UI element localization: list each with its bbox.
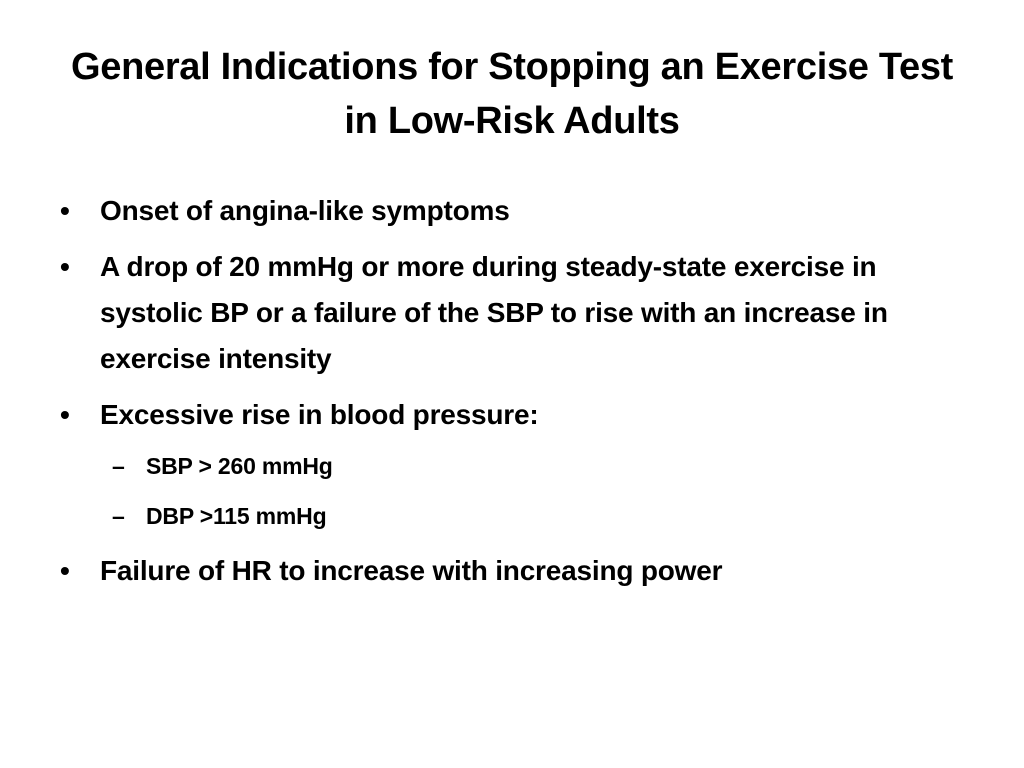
sub-bullet-list: – SBP > 260 mmHg – DBP >115 mmHg [60,448,960,534]
bullet-marker: • [60,195,70,226]
bullet-item: • Onset of angina-like symptoms [60,188,960,234]
bullet-item: • Excessive rise in blood pressure: [60,392,960,438]
sub-bullet-text: DBP >115 mmHg [146,503,327,529]
bullet-text: Failure of HR to increase with increasin… [100,555,723,586]
sub-bullet-marker: – [112,503,125,529]
slide-title: General Indications for Stopping an Exer… [70,46,954,142]
sub-bullet-item: – DBP >115 mmHg [60,498,960,534]
sub-bullet-item: – SBP > 260 mmHg [60,448,960,484]
bullet-list: • Onset of angina-like symptoms • A drop… [60,188,960,604]
sub-list-container: – SBP > 260 mmHg – DBP >115 mmHg [60,448,960,534]
bullet-text: Excessive rise in blood pressure: [100,399,539,430]
bullet-marker: • [60,555,70,586]
bullet-marker: • [60,251,70,282]
bullet-marker: • [60,399,70,430]
sub-bullet-marker: – [112,453,125,479]
bullet-item: • A drop of 20 mmHg or more during stead… [60,244,960,382]
sub-bullet-text: SBP > 260 mmHg [146,453,333,479]
bullet-item: • Failure of HR to increase with increas… [60,548,960,594]
bullet-text: A drop of 20 mmHg or more during steady-… [100,251,888,374]
bullet-text: Onset of angina-like symptoms [100,195,510,226]
